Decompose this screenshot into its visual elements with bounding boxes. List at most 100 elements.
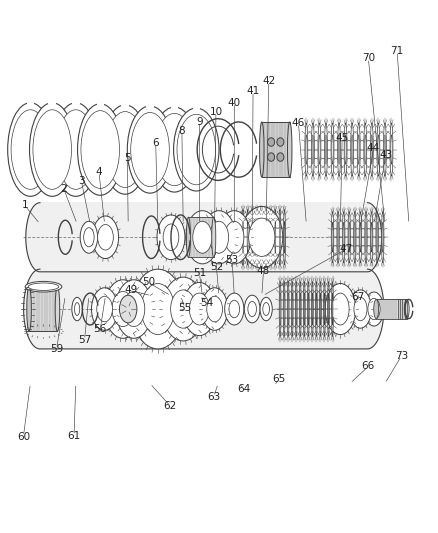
Ellipse shape bbox=[295, 281, 297, 337]
Ellipse shape bbox=[325, 284, 356, 335]
Ellipse shape bbox=[312, 293, 313, 325]
Ellipse shape bbox=[201, 288, 228, 330]
Ellipse shape bbox=[354, 222, 356, 252]
Ellipse shape bbox=[345, 135, 346, 165]
Ellipse shape bbox=[331, 212, 334, 263]
Ellipse shape bbox=[364, 135, 366, 165]
Ellipse shape bbox=[376, 212, 378, 263]
Ellipse shape bbox=[157, 215, 185, 260]
Text: 53: 53 bbox=[226, 255, 239, 265]
Ellipse shape bbox=[377, 222, 378, 252]
Ellipse shape bbox=[78, 104, 123, 195]
Text: 5: 5 bbox=[124, 152, 131, 163]
Ellipse shape bbox=[8, 103, 53, 196]
Text: 62: 62 bbox=[163, 401, 177, 411]
Ellipse shape bbox=[304, 281, 305, 337]
Text: 47: 47 bbox=[339, 245, 352, 254]
Ellipse shape bbox=[256, 221, 258, 253]
Ellipse shape bbox=[186, 211, 219, 264]
Ellipse shape bbox=[325, 135, 327, 165]
Ellipse shape bbox=[343, 222, 344, 252]
Ellipse shape bbox=[84, 228, 94, 247]
Text: 51: 51 bbox=[193, 268, 206, 278]
Text: 71: 71 bbox=[391, 46, 404, 56]
Ellipse shape bbox=[141, 284, 174, 335]
Ellipse shape bbox=[132, 269, 184, 349]
Text: 40: 40 bbox=[228, 98, 241, 108]
Ellipse shape bbox=[348, 212, 350, 263]
Ellipse shape bbox=[260, 122, 264, 177]
Ellipse shape bbox=[247, 221, 248, 253]
Ellipse shape bbox=[157, 118, 191, 181]
Ellipse shape bbox=[324, 293, 325, 325]
Ellipse shape bbox=[275, 221, 276, 253]
Ellipse shape bbox=[284, 293, 285, 325]
Ellipse shape bbox=[152, 107, 197, 192]
Ellipse shape bbox=[218, 211, 251, 264]
Ellipse shape bbox=[270, 221, 271, 253]
Ellipse shape bbox=[28, 283, 59, 290]
Ellipse shape bbox=[357, 123, 360, 176]
Ellipse shape bbox=[108, 116, 142, 183]
Ellipse shape bbox=[311, 123, 314, 176]
Ellipse shape bbox=[371, 135, 373, 165]
Ellipse shape bbox=[123, 292, 145, 327]
Ellipse shape bbox=[248, 302, 257, 317]
Ellipse shape bbox=[305, 123, 308, 176]
Ellipse shape bbox=[133, 117, 167, 182]
Text: 48: 48 bbox=[257, 266, 270, 276]
Ellipse shape bbox=[27, 287, 32, 332]
Ellipse shape bbox=[127, 106, 173, 193]
Text: 6: 6 bbox=[152, 138, 159, 148]
Text: 45: 45 bbox=[336, 133, 349, 143]
Text: 41: 41 bbox=[247, 86, 260, 96]
Ellipse shape bbox=[179, 118, 213, 181]
Ellipse shape bbox=[112, 292, 134, 327]
Ellipse shape bbox=[383, 123, 386, 176]
Ellipse shape bbox=[265, 221, 267, 253]
Ellipse shape bbox=[59, 115, 93, 184]
Text: 66: 66 bbox=[362, 361, 375, 372]
Ellipse shape bbox=[364, 123, 367, 176]
Ellipse shape bbox=[320, 281, 321, 337]
Ellipse shape bbox=[83, 115, 117, 184]
Ellipse shape bbox=[319, 135, 320, 165]
Ellipse shape bbox=[277, 153, 284, 161]
Ellipse shape bbox=[80, 221, 98, 253]
Text: 42: 42 bbox=[262, 77, 276, 86]
Polygon shape bbox=[26, 203, 381, 272]
Ellipse shape bbox=[300, 281, 301, 337]
Ellipse shape bbox=[173, 108, 219, 191]
Ellipse shape bbox=[312, 135, 314, 165]
Ellipse shape bbox=[249, 218, 275, 256]
Ellipse shape bbox=[287, 281, 289, 337]
Ellipse shape bbox=[102, 105, 148, 194]
Ellipse shape bbox=[338, 222, 339, 252]
Text: 63: 63 bbox=[207, 392, 220, 402]
Ellipse shape bbox=[25, 281, 62, 292]
Ellipse shape bbox=[53, 103, 99, 196]
Ellipse shape bbox=[365, 212, 367, 263]
Ellipse shape bbox=[332, 293, 333, 325]
Ellipse shape bbox=[183, 282, 216, 336]
Ellipse shape bbox=[364, 292, 384, 326]
Ellipse shape bbox=[163, 224, 179, 251]
Ellipse shape bbox=[225, 293, 244, 325]
Ellipse shape bbox=[318, 123, 321, 176]
Text: 67: 67 bbox=[351, 292, 364, 302]
Ellipse shape bbox=[97, 296, 113, 322]
Ellipse shape bbox=[244, 295, 260, 323]
Ellipse shape bbox=[268, 138, 275, 146]
Ellipse shape bbox=[332, 135, 333, 165]
Ellipse shape bbox=[307, 281, 309, 337]
Ellipse shape bbox=[155, 114, 194, 185]
Ellipse shape bbox=[311, 281, 313, 337]
Ellipse shape bbox=[106, 111, 145, 188]
Ellipse shape bbox=[105, 280, 141, 338]
Ellipse shape bbox=[332, 222, 333, 252]
Ellipse shape bbox=[331, 123, 334, 176]
Text: 56: 56 bbox=[94, 324, 107, 334]
Ellipse shape bbox=[29, 103, 75, 196]
Ellipse shape bbox=[92, 288, 118, 330]
Ellipse shape bbox=[177, 114, 215, 185]
